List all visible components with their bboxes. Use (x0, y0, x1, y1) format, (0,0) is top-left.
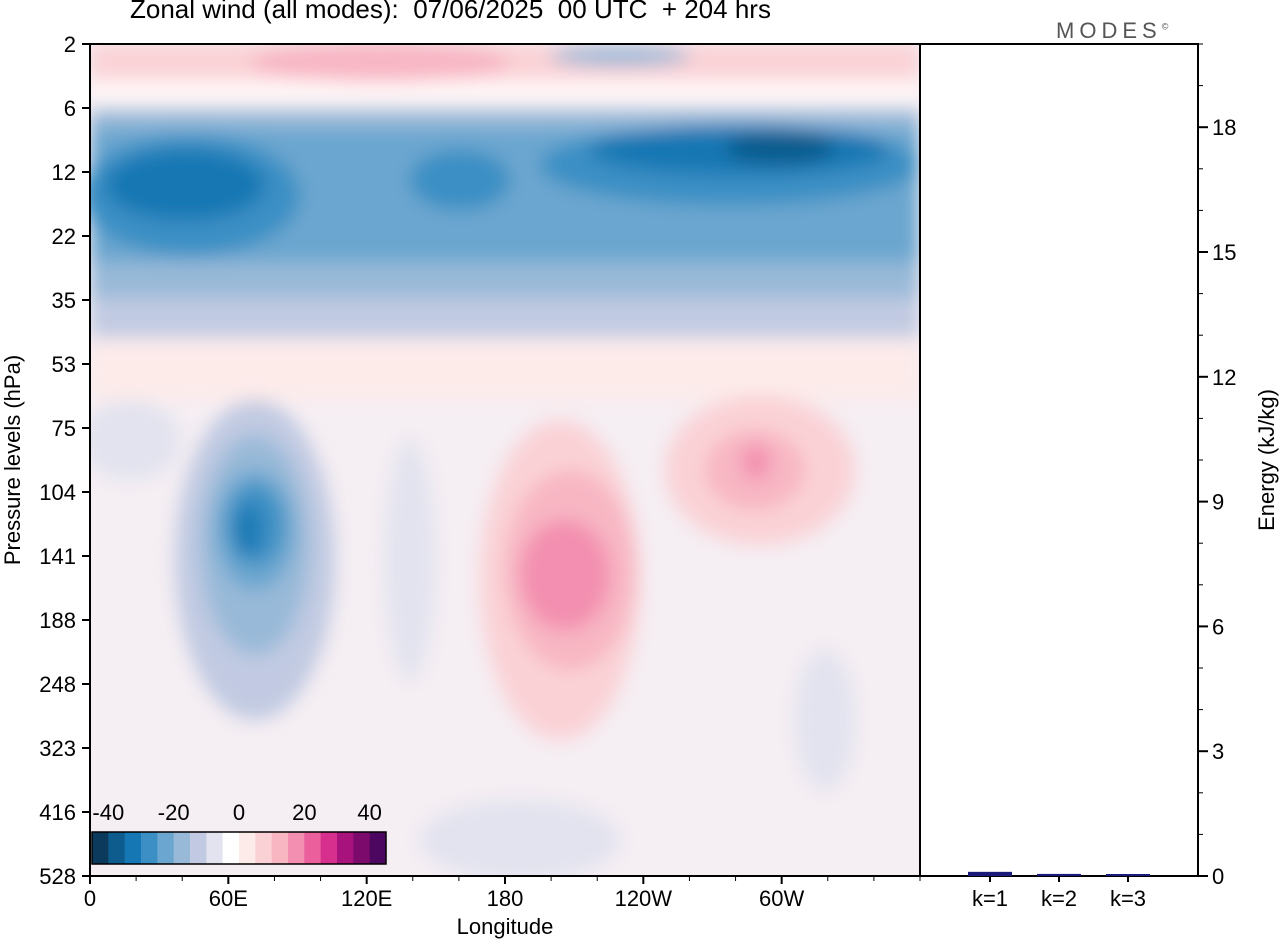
colorbar-swatch (353, 832, 371, 864)
y-axis-title: Pressure levels (hPa) (0, 355, 25, 565)
y-tick-label: 248 (39, 672, 76, 697)
energy-bar (968, 871, 1012, 876)
y-tick-label: 323 (39, 736, 76, 761)
x-tick-label: 180 (487, 886, 524, 911)
heatmap-patch (90, 340, 920, 400)
y-tick-label: 53 (52, 352, 76, 377)
colorbar-swatch (222, 832, 240, 864)
energy-bar-label: k=2 (1041, 886, 1077, 911)
heatmap-patch (550, 46, 690, 66)
heatmap-patch (410, 150, 510, 210)
colorbar-swatch (369, 832, 387, 864)
colorbar-swatch (337, 832, 354, 864)
energy-y-axis: 0 3 6 9 12 15 18 (1198, 43, 1236, 889)
colorbar-swatch (157, 832, 175, 864)
colorbar-swatch (239, 832, 256, 864)
energy-bar (1106, 874, 1150, 876)
chart-title: Zonal wind (all modes): 07/06/2025 00 UT… (130, 0, 771, 24)
colorbar-swatch (124, 832, 142, 864)
x-tick-label: 60W (759, 886, 804, 911)
y-tick-label: 528 (39, 864, 76, 889)
x-tick-label: 120E (341, 886, 392, 911)
x-tick-label: 120W (615, 886, 673, 911)
heatmap-patch (236, 505, 260, 555)
heatmap-patch (250, 44, 510, 82)
energy-panel-frame (919, 43, 1199, 877)
heatmap-panel (90, 44, 920, 876)
y-tick-label: 141 (39, 544, 76, 569)
colorbar-swatch (206, 832, 224, 864)
energy-tick-label: 6 (1212, 614, 1224, 639)
heatmap-patch (90, 400, 180, 480)
heatmap-patch (725, 132, 835, 164)
y-tick-label: 35 (52, 288, 76, 313)
colorbar-swatch (108, 832, 126, 864)
energy-tick-label: 15 (1212, 240, 1236, 265)
colorbar-swatch (92, 832, 109, 864)
heatmap-field (90, 44, 920, 876)
y-tick-label: 104 (39, 480, 76, 505)
modes-logo: MODES© (1056, 18, 1168, 44)
colorbar-swatch (320, 832, 338, 864)
y-tick-label: 22 (52, 224, 76, 249)
colorbar-swatch (141, 832, 158, 864)
heatmap-patch (420, 800, 620, 876)
y-tick-label: 416 (39, 800, 76, 825)
y-tick-label: 188 (39, 608, 76, 633)
energy-tick-label: 0 (1212, 864, 1224, 889)
colorbar-swatch (255, 832, 273, 864)
y-axis: 2 6 12 22 35 53 75 104 141 188 248 323 416 528 (39, 32, 90, 889)
heatmap-patch (90, 80, 920, 110)
x-axis: 0 60E 120E 180 120W 60W (84, 876, 921, 911)
heatmap-patch (105, 150, 265, 220)
heatmap-patch (90, 262, 920, 302)
colorbar-tick-label: -20 (158, 800, 190, 825)
y-tick-label: 6 (64, 96, 76, 121)
energy-tick-label: 18 (1212, 115, 1236, 140)
colorbar-swatch (304, 832, 322, 864)
colorbar-frame (91, 831, 387, 865)
colorbar-tick-label: 40 (357, 800, 381, 825)
colorbar-tick-label: 0 (233, 800, 245, 825)
energy-bar-label: k=1 (972, 886, 1008, 911)
energy-tick-label: 12 (1212, 365, 1236, 390)
colorbar-tick-label: -40 (92, 800, 124, 825)
x-tick-label: 60E (209, 886, 248, 911)
colorbar-swatch (190, 832, 207, 864)
y-tick-label: 75 (52, 416, 76, 441)
copyright-mark: © (1161, 21, 1169, 32)
colorbar-swatch (288, 832, 305, 864)
colorbar-swatch (271, 832, 289, 864)
energy-bar-label: k=3 (1110, 886, 1146, 911)
heatmap-patch (795, 650, 855, 790)
modes-logo-text: MODES (1056, 18, 1162, 43)
energy-tick-label: 3 (1212, 739, 1224, 764)
energy-axis-title: Energy (kJ/kg) (1254, 389, 1279, 531)
heatmap-patch (90, 298, 920, 338)
colorbar: -40 -20 0 20 40 (91, 800, 387, 865)
x-axis-title: Longitude (457, 914, 554, 939)
y-tick-label: 12 (52, 160, 76, 185)
y-tick-label: 2 (64, 32, 76, 57)
heatmap-patch (742, 444, 770, 480)
colorbar-tick-label: 20 (292, 800, 316, 825)
heatmap-patch (385, 440, 435, 680)
energy-tick-label: 9 (1212, 490, 1224, 515)
x-tick-label: 0 (84, 886, 96, 911)
energy-bar (1037, 873, 1081, 876)
heatmap-patch (520, 520, 610, 630)
energy-bars: k=1 k=2 k=3 (968, 871, 1150, 911)
colorbar-swatch (173, 832, 191, 864)
